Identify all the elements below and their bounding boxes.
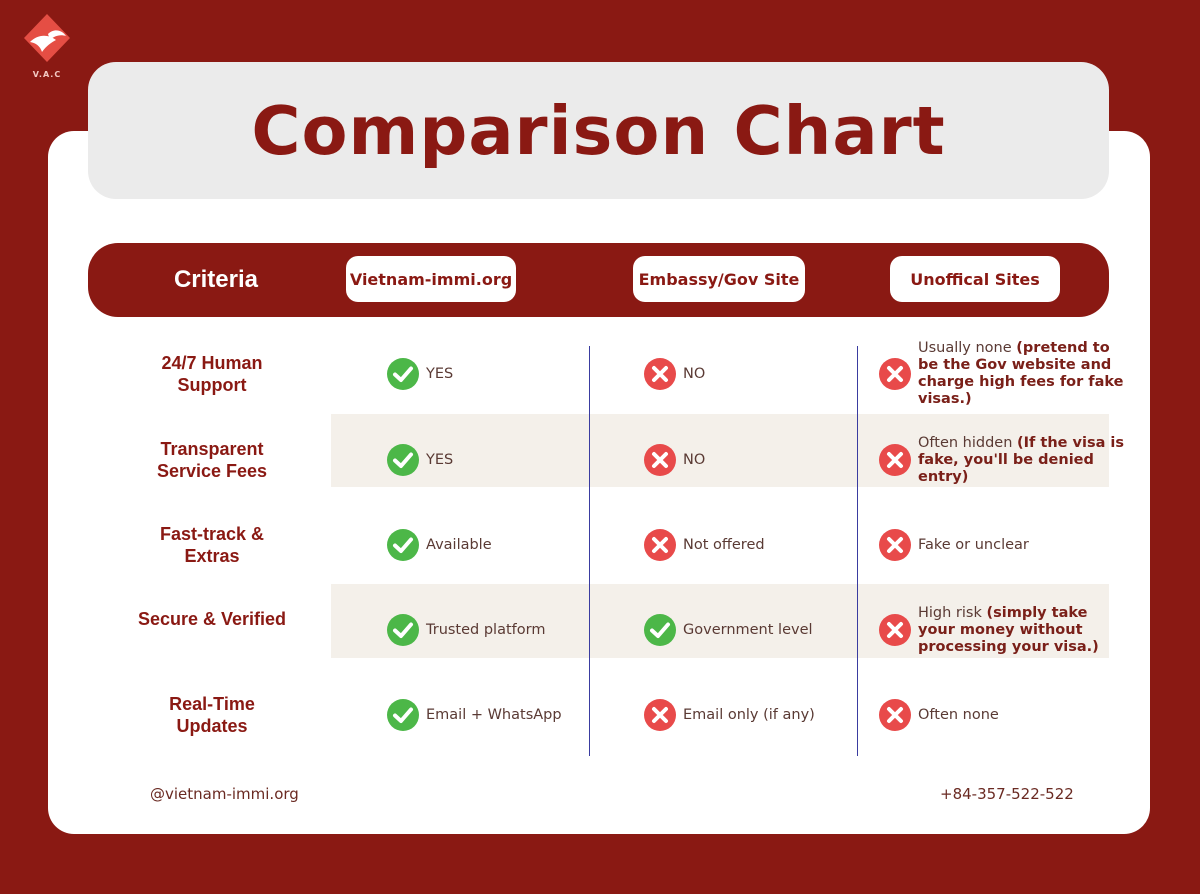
row-label: 24/7 Human Support	[161, 353, 263, 395]
cell-value: NO	[683, 365, 706, 382]
cell-note: (pretend to be the Gov website and charg…	[918, 340, 1124, 407]
row-label: Secure & Verified	[137, 609, 287, 629]
cell-value: Available	[426, 536, 492, 553]
check-icon	[386, 528, 420, 562]
check-icon	[386, 613, 420, 647]
check-icon	[643, 613, 677, 647]
cell-value: Email + WhatsApp	[426, 706, 562, 723]
cell-text: Trusted platform	[426, 622, 545, 639]
cell-text: Often none	[918, 707, 999, 724]
footer-handle: @vietnam-immi.org	[150, 785, 299, 803]
logo-mark-icon	[24, 14, 70, 62]
table-cell: Often hidden (If the visa is fake, you'l…	[878, 430, 1128, 490]
cell-value: YES	[426, 451, 454, 468]
row-label: Transparent Service Fees	[156, 439, 268, 481]
cell-value: YES	[426, 365, 454, 382]
cell-value: NO	[683, 451, 706, 468]
footer-phone: +84-357-522-522	[940, 785, 1074, 803]
column-divider-1	[589, 346, 590, 756]
cell-text: Available	[426, 537, 492, 554]
cell-note: (simply take your money without processi…	[918, 604, 1099, 655]
cell-text: Fake or unclear	[918, 537, 1029, 554]
cell-note: (If the visa is fake, you'll be denied e…	[918, 434, 1125, 485]
check-icon	[386, 443, 420, 477]
criteria-heading: Criteria	[173, 266, 259, 293]
cell-value: Email only (if any)	[683, 706, 815, 723]
column-divider-2	[857, 346, 858, 756]
cross-icon	[878, 698, 912, 732]
column-header-embassy: Embassy/Gov Site	[633, 256, 805, 302]
cell-value: Often hidden	[918, 434, 1013, 451]
check-icon	[386, 357, 420, 391]
cell-text: NO	[683, 366, 705, 383]
row-band-4	[331, 584, 1109, 658]
table-cell: Fake or unclear	[878, 528, 1128, 562]
cell-text: NO	[683, 452, 705, 469]
page-title: Comparison Chart	[251, 91, 946, 170]
cell-text: YES	[426, 366, 453, 383]
column-header-unofficial: Unoffical Sites	[890, 256, 1060, 302]
cross-icon	[878, 443, 912, 477]
cell-text: Not offered	[683, 537, 765, 554]
cell-text: Usually none (pretend to be the Gov webs…	[918, 340, 1128, 408]
cell-value: Government level	[683, 621, 813, 638]
table-cell: NO	[643, 443, 843, 477]
cell-value: Fake or unclear	[918, 536, 1029, 553]
cross-icon	[878, 357, 912, 391]
logo-text: V.A.C	[32, 70, 62, 79]
table-header: Criteria Vietnam-immi.org Embassy/Gov Si…	[88, 243, 1109, 317]
cell-value: Trusted platform	[426, 621, 546, 638]
table-cell: Often none	[878, 698, 1128, 732]
cross-icon	[643, 528, 677, 562]
brand-logo: V.A.C	[22, 12, 72, 82]
table-cell: NO	[643, 357, 843, 391]
row-label: Real-Time Updates	[169, 694, 255, 736]
row-band-2	[331, 414, 1109, 487]
table-cell: YES	[386, 357, 576, 391]
cross-icon	[878, 528, 912, 562]
cell-text: High risk (simply take your money withou…	[918, 605, 1128, 656]
cell-text: Government level	[683, 622, 813, 639]
check-icon	[386, 698, 420, 732]
cross-icon	[643, 357, 677, 391]
cell-text: YES	[426, 452, 453, 469]
cell-value: Not offered	[683, 536, 765, 553]
cross-icon	[643, 443, 677, 477]
table-cell: Government level	[643, 613, 843, 647]
cross-icon	[878, 613, 912, 647]
cell-text: Often hidden (If the visa is fake, you'l…	[918, 435, 1128, 486]
table-cell: Available	[386, 528, 576, 562]
row-label: Fast-track & Extras	[159, 524, 265, 566]
table-cell: Usually none (pretend to be the Gov webs…	[878, 340, 1128, 407]
table-cell: High risk (simply take your money withou…	[878, 600, 1128, 660]
table-cell: Trusted platform	[386, 613, 576, 647]
cell-text: Email only (if any)	[683, 707, 815, 724]
cell-value: Often none	[918, 706, 999, 723]
cell-value: High risk	[918, 604, 982, 621]
column-header-vietnam-immi: Vietnam-immi.org	[346, 256, 516, 302]
table-cell: Not offered	[643, 528, 843, 562]
cell-text: Email + WhatsApp	[426, 707, 562, 724]
cell-value: Usually none	[918, 340, 1012, 356]
title-box: Comparison Chart	[88, 62, 1109, 199]
table-cell: YES	[386, 443, 576, 477]
table-cell: Email only (if any)	[643, 698, 843, 732]
table-cell: Email + WhatsApp	[386, 698, 576, 732]
cross-icon	[643, 698, 677, 732]
